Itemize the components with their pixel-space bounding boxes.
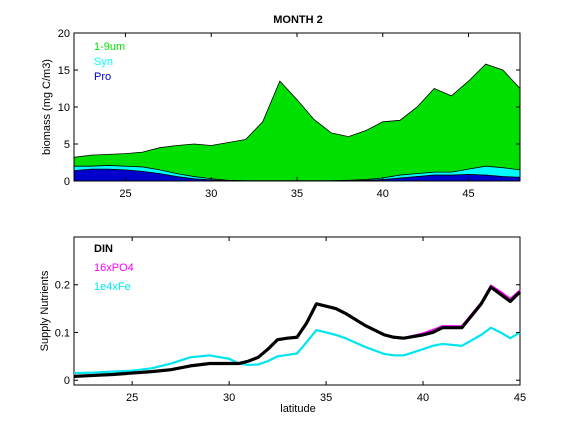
chart1-legend-item-syn: Syn xyxy=(94,56,113,68)
chart2-x-tick-label: 25 xyxy=(126,392,138,404)
chart1-y-tick-label: 15 xyxy=(58,65,70,77)
chart1-y-tick-label: 10 xyxy=(58,102,70,114)
chart1-x-tick-label: 25 xyxy=(119,188,131,200)
chart1-legend-item-pro: Pro xyxy=(94,71,111,83)
chart1-area-1-9um xyxy=(74,63,520,181)
chart1-title: MONTH 2 xyxy=(273,14,323,26)
chart2-y-ticks: 0 0.1 0.2 xyxy=(55,280,520,387)
chart2-x-ticks: 25 30 35 40 45 xyxy=(126,237,526,404)
chart2-y-axis-label: Supply Nutrients xyxy=(39,270,51,351)
chart1-y-tick-label: 5 xyxy=(64,139,70,151)
chart2-legend-item-din: DIN xyxy=(94,243,113,255)
chart2-legend-item-1e4xfe: 1e4xFe xyxy=(94,281,131,293)
chart2-x-tick-label: 35 xyxy=(320,392,332,404)
chart1-legend-item-1-9um: 1-9um xyxy=(94,41,125,53)
chart1-areas xyxy=(74,63,520,181)
chart2-legend-item-16xpo4: 16xPO4 xyxy=(94,262,134,274)
chart2-line-din xyxy=(73,285,522,379)
chart1-x-tick-label: 35 xyxy=(291,188,303,200)
chart2-y-tick-label: 0.2 xyxy=(55,280,70,292)
chart1-x-tick-label: 45 xyxy=(462,188,474,200)
chart2-x-axis-label: latitude xyxy=(280,403,315,415)
chart2-y-tick-label: 0.1 xyxy=(55,327,70,339)
chart1-x-tick-label: 30 xyxy=(205,188,217,200)
chart2-x-tick-label: 45 xyxy=(514,392,526,404)
biomass-chart: MONTH 2 25 30 35 40 45 0 5 10 15 20 biomass (mg … xyxy=(41,14,521,200)
chart2-line-1e4xfe xyxy=(73,326,521,375)
chart2-plot-frame xyxy=(73,236,521,386)
chart2-x-tick-label: 30 xyxy=(223,392,235,404)
chart2-lines xyxy=(73,284,522,379)
chart1-y-tick-label: 20 xyxy=(58,28,70,40)
chart1-y-tick-label: 0 xyxy=(64,176,70,188)
chart1-y-axis-label: biomass (mg C/m3) xyxy=(41,59,53,155)
chart2-x-tick-label: 40 xyxy=(417,392,429,404)
chart1-x-ticks: 25 30 35 40 45 xyxy=(119,33,475,200)
chart1-y-ticks: 0 5 10 15 20 xyxy=(58,28,520,188)
nutrient-chart: 25 30 35 40 45 0 0.1 0.2 latitude Supply Nutri… xyxy=(39,236,526,415)
chart2-y-tick-label: 0 xyxy=(64,375,70,387)
chart1-x-tick-label: 40 xyxy=(377,188,389,200)
